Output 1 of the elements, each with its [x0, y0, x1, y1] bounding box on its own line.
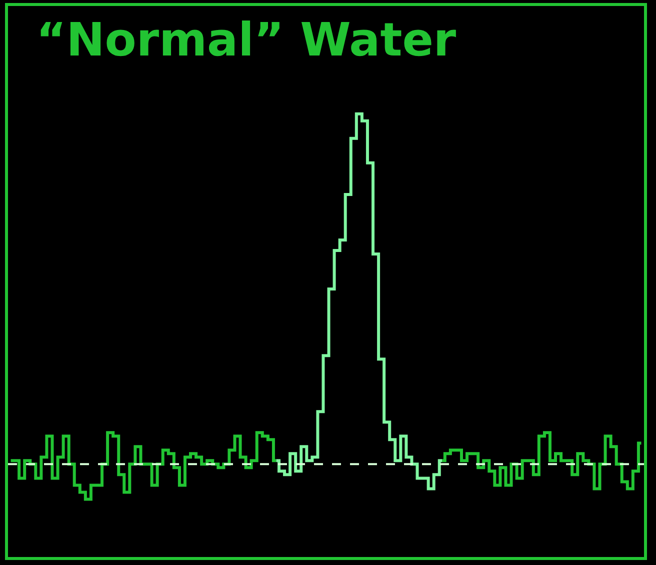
chart-title: “Normal” Water [36, 12, 456, 67]
